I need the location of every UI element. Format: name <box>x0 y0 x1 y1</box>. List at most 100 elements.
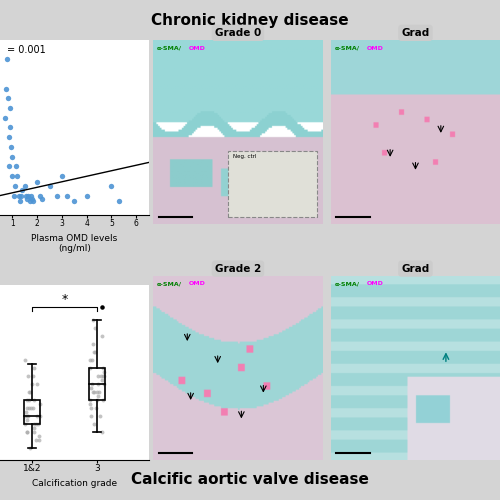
Point <box>30 396 38 404</box>
Point <box>96 412 104 420</box>
Text: α-SMA/: α-SMA/ <box>334 282 359 286</box>
Point <box>98 304 106 312</box>
Point <box>27 192 35 200</box>
Point <box>99 396 107 404</box>
Point <box>24 412 32 420</box>
Point <box>23 428 31 436</box>
Point <box>22 420 30 428</box>
Point <box>32 420 40 428</box>
Title: Grade 2: Grade 2 <box>215 264 261 274</box>
Point <box>24 404 32 412</box>
Point <box>30 420 38 428</box>
Point <box>86 400 94 408</box>
Point <box>100 380 108 388</box>
Point <box>10 192 18 200</box>
Point <box>5 162 13 170</box>
Point <box>25 396 33 404</box>
Text: α-SMA/: α-SMA/ <box>157 282 182 286</box>
Point <box>28 380 36 388</box>
Point <box>92 404 100 412</box>
Point <box>86 364 94 372</box>
Point <box>88 384 96 392</box>
Point <box>89 388 97 396</box>
X-axis label: Plasma OMD levels
(ng/ml): Plasma OMD levels (ng/ml) <box>31 234 118 253</box>
Point <box>90 316 98 324</box>
Text: OMD: OMD <box>189 46 206 51</box>
Point <box>94 380 102 388</box>
Point <box>11 182 19 190</box>
Point <box>26 198 34 205</box>
Point <box>90 420 98 428</box>
Point <box>26 404 34 412</box>
Point <box>8 152 16 160</box>
Text: α-SMA/: α-SMA/ <box>334 46 359 51</box>
Text: OMD: OMD <box>189 282 206 286</box>
Point <box>25 388 33 396</box>
Point <box>22 356 30 364</box>
Point <box>90 324 98 332</box>
Point <box>24 192 32 200</box>
Point <box>23 196 31 203</box>
Point <box>100 372 108 380</box>
Point <box>38 196 46 203</box>
Point <box>36 412 44 420</box>
Point <box>90 348 98 356</box>
Point <box>12 162 20 170</box>
Point <box>97 372 105 380</box>
Text: α-SMA/: α-SMA/ <box>157 46 182 51</box>
Point <box>93 396 101 404</box>
Point <box>24 372 32 380</box>
Point <box>86 396 94 404</box>
Point <box>7 143 15 151</box>
Point <box>26 388 34 396</box>
Point <box>58 172 66 180</box>
Point <box>30 424 38 432</box>
Point <box>90 340 98 347</box>
Point <box>4 56 12 64</box>
Point <box>22 192 30 200</box>
Point <box>6 124 14 132</box>
Point <box>1 114 9 122</box>
Point <box>33 178 41 186</box>
Text: Calcific aortic valve disease: Calcific aortic valve disease <box>131 472 369 488</box>
Title: Grad: Grad <box>402 28 429 38</box>
Point <box>6 104 14 112</box>
Point <box>36 192 44 200</box>
Point <box>93 388 101 396</box>
Text: Chronic kidney disease: Chronic kidney disease <box>151 12 349 28</box>
Point <box>96 388 104 396</box>
Point <box>46 182 54 190</box>
Text: OMD: OMD <box>366 282 384 286</box>
Point <box>17 192 25 200</box>
Point <box>88 356 96 364</box>
Point <box>63 192 71 200</box>
Text: *: * <box>62 293 68 306</box>
Point <box>14 192 22 200</box>
Point <box>22 408 30 416</box>
Point <box>98 332 106 340</box>
Point <box>70 198 78 205</box>
Text: OMD: OMD <box>366 46 384 51</box>
Point <box>23 428 31 436</box>
Point <box>16 198 24 205</box>
Point <box>21 182 29 190</box>
Point <box>36 436 44 444</box>
Point <box>30 428 38 436</box>
Point <box>100 364 108 372</box>
Point <box>30 364 38 372</box>
Point <box>98 376 106 384</box>
Point <box>94 372 102 380</box>
Point <box>18 186 26 194</box>
Point <box>82 192 90 200</box>
Point <box>36 400 44 408</box>
Point <box>8 172 16 180</box>
Point <box>34 412 42 420</box>
Point <box>32 436 40 444</box>
Point <box>115 198 123 205</box>
Point <box>88 380 96 388</box>
Point <box>100 368 108 376</box>
Point <box>53 192 61 200</box>
Point <box>30 198 38 205</box>
Point <box>28 372 36 380</box>
Point <box>86 356 94 364</box>
